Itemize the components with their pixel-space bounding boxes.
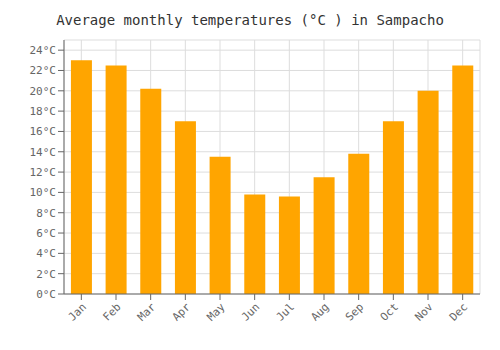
svg-text:Aug: Aug	[308, 300, 331, 323]
svg-text:Mar: Mar	[135, 300, 159, 324]
svg-text:0°C: 0°C	[36, 288, 56, 301]
svg-text:May: May	[204, 300, 228, 324]
svg-text:12°C: 12°C	[30, 166, 57, 179]
svg-text:Sep: Sep	[343, 300, 366, 323]
html-text:Average monthly temperatures (: Average monthly temperatures (°C ) in Sa…	[56, 12, 444, 28]
svg-text:Dec: Dec	[447, 300, 470, 323]
svg-text:14°C: 14°C	[30, 146, 57, 159]
svg-text:6°C: 6°C	[36, 227, 56, 240]
svg-text:18°C: 18°C	[30, 105, 57, 118]
svg-text:Jun: Jun	[239, 300, 262, 323]
svg-text:2°C: 2°C	[36, 268, 56, 281]
svg-text:Apr: Apr	[170, 300, 194, 324]
svg-text:20°C: 20°C	[30, 85, 57, 98]
svg-text:4°C: 4°C	[36, 247, 56, 260]
svg-text:8°C: 8°C	[36, 207, 56, 220]
svg-text:22°C: 22°C	[30, 64, 57, 77]
svg-text:10°C: 10°C	[30, 186, 57, 199]
svg-text:Feb: Feb	[100, 300, 123, 323]
svg-text:Oct: Oct	[378, 300, 401, 323]
svg-text:Jul: Jul	[274, 300, 297, 323]
svg-text:Jan: Jan	[66, 300, 89, 323]
svg-text:16°C: 16°C	[30, 125, 57, 138]
svg-text:24°C: 24°C	[30, 44, 57, 57]
svg-text:Nov: Nov	[412, 300, 436, 324]
